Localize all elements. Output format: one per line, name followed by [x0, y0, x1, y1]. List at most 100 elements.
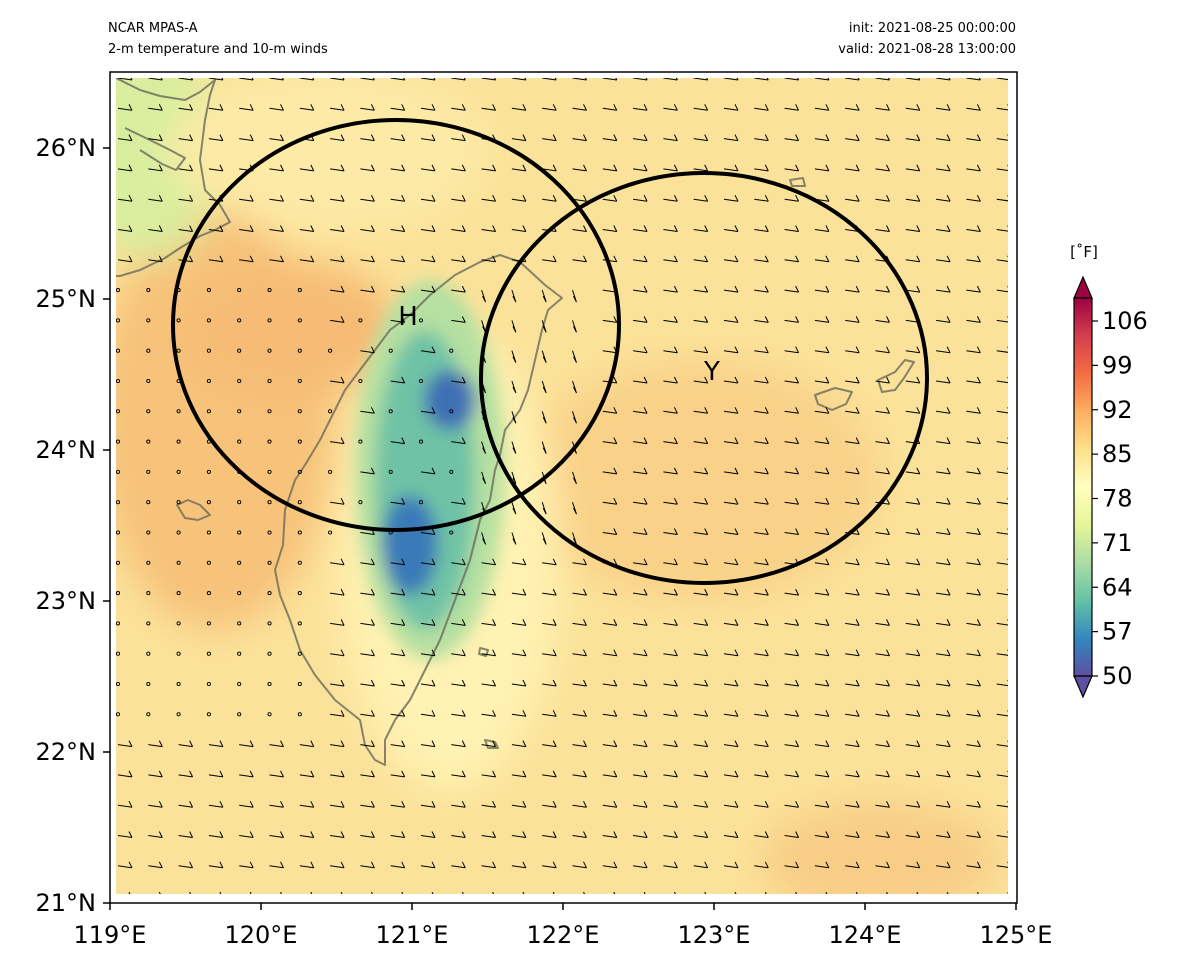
wind-barb	[542, 800, 557, 808]
wind-barb	[390, 679, 406, 687]
wind-barb	[117, 255, 133, 263]
calm-wind-marker	[449, 469, 454, 474]
wind-barb	[390, 649, 406, 657]
wind-barb	[723, 558, 739, 566]
wind-barb	[148, 831, 163, 838]
calm-wind-marker	[297, 621, 302, 626]
calm-wind-marker	[206, 500, 211, 505]
wind-barb	[602, 78, 618, 81]
wind-barb	[966, 104, 981, 111]
colorbar-tick-label: 92	[1102, 396, 1133, 424]
wind-barb	[390, 164, 406, 172]
wind-barb	[845, 588, 860, 596]
wind-barb	[158, 891, 161, 894]
wind-barb	[117, 164, 133, 172]
wind-barb	[663, 346, 678, 354]
init-time: init: 2021-08-25 00:00:00	[849, 21, 1016, 36]
wind-barb	[511, 710, 527, 717]
wind-barb	[602, 619, 618, 626]
wind-barb	[905, 134, 921, 142]
wind-barb	[330, 78, 345, 81]
taiwan-coastline	[274, 254, 563, 766]
calm-wind-marker	[237, 681, 242, 687]
wind-barb	[966, 194, 981, 202]
wind-barb	[481, 649, 497, 657]
wind-barb	[886, 891, 889, 894]
wind-barb	[814, 104, 830, 111]
calm-wind-marker	[176, 651, 181, 656]
wind-barb	[845, 134, 860, 142]
wind-barb	[451, 134, 466, 142]
calm-wind-marker	[206, 651, 211, 656]
wind-barb	[966, 164, 981, 172]
wind-barb	[390, 225, 406, 232]
calm-wind-marker	[297, 348, 302, 353]
wind-barb	[390, 558, 406, 566]
wind-barb	[936, 134, 951, 142]
wind-barb	[936, 528, 951, 535]
wind-barb	[996, 255, 1008, 262]
wind-barb	[420, 740, 436, 748]
wind-barb	[996, 134, 1008, 141]
wind-barb	[754, 285, 769, 293]
wind-barb	[875, 710, 890, 717]
wind-barb	[511, 800, 527, 808]
calm-wind-marker	[237, 651, 242, 656]
wind-barb	[511, 164, 527, 172]
wind-barb	[875, 164, 890, 172]
wind-barb	[723, 831, 739, 838]
wind-barb	[754, 346, 769, 354]
wind-barb	[875, 407, 890, 414]
wind-barb	[572, 710, 587, 717]
wind-barb	[905, 104, 921, 111]
wind-barb	[481, 194, 497, 202]
wind-barb	[784, 194, 800, 202]
wind-barb	[148, 740, 163, 748]
wind-barb	[663, 104, 678, 111]
wind-barb	[360, 104, 375, 111]
wind-barb	[996, 801, 1008, 808]
wind-barb	[784, 528, 800, 535]
wind-barb	[663, 316, 678, 323]
wind-barb	[875, 134, 890, 142]
wind-barb	[814, 285, 830, 293]
calm-wind-marker	[297, 288, 302, 293]
calm-wind-marker	[267, 318, 272, 323]
wind-barb	[814, 78, 830, 81]
wind-barb	[360, 407, 375, 414]
wind-barb	[905, 346, 921, 354]
calm-wind-marker	[146, 378, 151, 384]
wind-barb	[996, 770, 1008, 778]
wind-barb	[239, 134, 254, 142]
calm-wind-marker	[206, 681, 211, 687]
wind-barb	[936, 831, 951, 838]
wind-barb	[511, 225, 527, 232]
wind-barb	[693, 164, 709, 172]
wind-barb	[208, 831, 224, 838]
taiwan-cold-south	[382, 495, 438, 595]
wind-barb	[814, 558, 830, 566]
wind-barb	[451, 285, 466, 293]
wind-barb	[723, 285, 739, 293]
wind-barb	[723, 78, 739, 81]
calm-wind-marker	[146, 348, 151, 353]
calm-wind-marker	[267, 500, 272, 505]
wind-barb	[239, 78, 254, 81]
wind-barb	[280, 891, 283, 894]
x-axis	[109, 903, 1017, 910]
wind-barb	[996, 437, 1008, 444]
wind-barb	[511, 679, 527, 687]
range-ring-h	[171, 118, 621, 532]
calm-wind-marker	[267, 651, 272, 656]
wind-barb	[511, 649, 527, 657]
orchid-island	[478, 647, 489, 657]
wind-barb	[511, 320, 517, 333]
wind-barb	[633, 194, 648, 202]
wind-barb	[481, 104, 497, 111]
wind-barb	[996, 649, 1008, 656]
wind-barb	[784, 225, 800, 232]
wind-barb	[693, 104, 709, 111]
colorbar-max-extend	[1073, 275, 1093, 299]
calm-wind-marker	[418, 500, 424, 505]
calm-wind-marker	[328, 348, 333, 353]
